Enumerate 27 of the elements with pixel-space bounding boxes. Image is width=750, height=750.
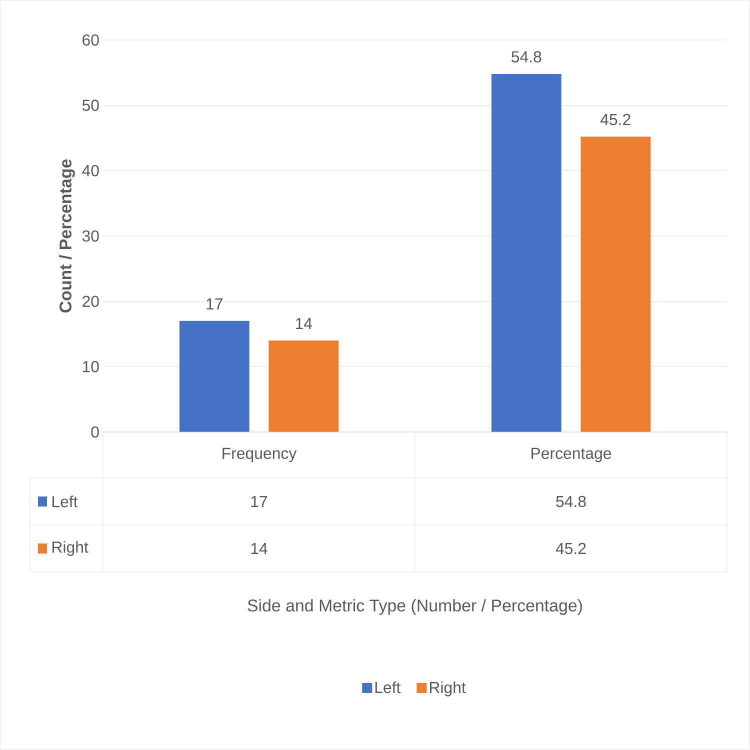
bar: [580, 136, 651, 432]
bar: [179, 320, 250, 432]
y-tick-label: 50: [82, 100, 99, 111]
y-tick-label: 10: [82, 361, 99, 372]
y-tick-label: 0: [91, 426, 99, 438]
y-tick-label: 60: [82, 34, 99, 46]
text: Right: [430, 681, 466, 696]
y-tick-label: 40: [82, 165, 99, 176]
data-label: 45.2: [556, 542, 586, 554]
text: Left: [375, 681, 401, 694]
text: Side and Metric Type (Number / Percentage): [248, 599, 582, 615]
annotation: 17: [206, 298, 222, 310]
annotation: 14: [296, 318, 312, 330]
x-tick-label: Frequency: [222, 448, 297, 462]
data-label: 54.8: [556, 496, 586, 508]
y-axis-title: Count / Percentage: [59, 159, 75, 312]
x-tick-label: Percentage: [532, 448, 612, 462]
annotation: 54.8: [512, 51, 542, 62]
bar: [268, 340, 339, 432]
legend-label: Left: [52, 496, 78, 508]
y-tick-label: 30: [82, 230, 99, 242]
data-label: 14: [251, 543, 268, 554]
legend-label: Right: [52, 541, 88, 556]
data-label: 17: [251, 496, 268, 507]
bar: [491, 74, 562, 432]
y-tick-label: 20: [82, 296, 99, 307]
annotation: 45.2: [600, 114, 630, 126]
